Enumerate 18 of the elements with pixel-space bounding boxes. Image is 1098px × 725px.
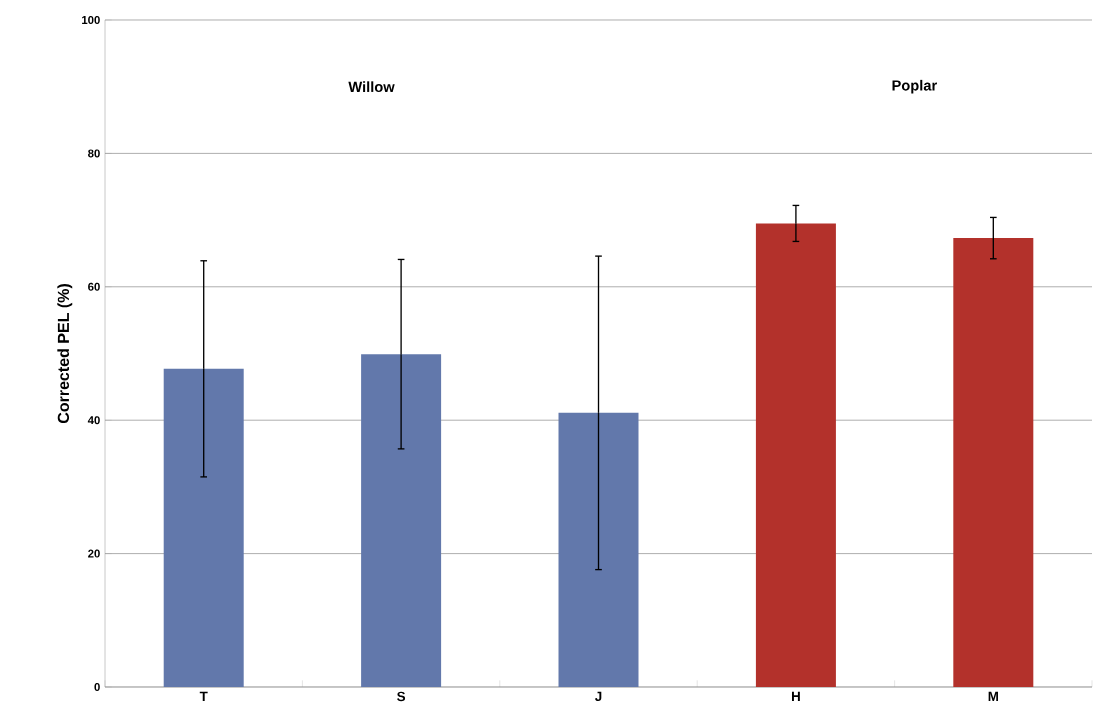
y-axis-title: Corrected PEL (%) — [57, 284, 73, 424]
x-tick-label: J — [595, 691, 602, 702]
y-tick-label: 40 — [87, 416, 100, 425]
y-tick-label: 100 — [82, 15, 100, 24]
x-tick-label: T — [199, 691, 208, 701]
y-tick-label: 20 — [88, 549, 100, 558]
y-tick-label: 60 — [88, 282, 100, 291]
bar — [361, 354, 442, 687]
x-tick-label: M — [988, 691, 998, 701]
bar — [953, 238, 1034, 687]
x-tick-label: S — [397, 691, 406, 702]
annotation: Willow — [348, 81, 395, 93]
x-tick-label: H — [792, 691, 800, 701]
annotation: Poplar — [892, 79, 937, 94]
y-tick-label: 0 — [94, 683, 100, 692]
bar — [755, 223, 836, 687]
y-tick-label: 80 — [88, 149, 100, 158]
bar — [163, 368, 244, 687]
